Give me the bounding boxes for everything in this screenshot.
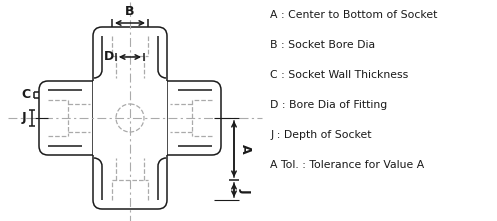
FancyBboxPatch shape [39,81,221,155]
Text: J: J [21,112,26,124]
Text: A: A [239,144,252,154]
Text: A Tol. : Tolerance for Value A: A Tol. : Tolerance for Value A [270,160,424,170]
Text: J: J [239,188,252,192]
Text: C : Socket Wall Thickness: C : Socket Wall Thickness [270,70,408,80]
Text: D: D [104,51,114,63]
Text: B: B [125,5,135,18]
Text: D : Bore Dia of Fitting: D : Bore Dia of Fitting [270,100,387,110]
Bar [93,81,167,155]
Text: J : Depth of Socket: J : Depth of Socket [270,130,371,140]
Text: C: C [22,88,31,101]
Text: B : Socket Bore Dia: B : Socket Bore Dia [270,40,375,50]
FancyBboxPatch shape [93,27,167,209]
Text: A : Center to Bottom of Socket: A : Center to Bottom of Socket [270,10,437,20]
